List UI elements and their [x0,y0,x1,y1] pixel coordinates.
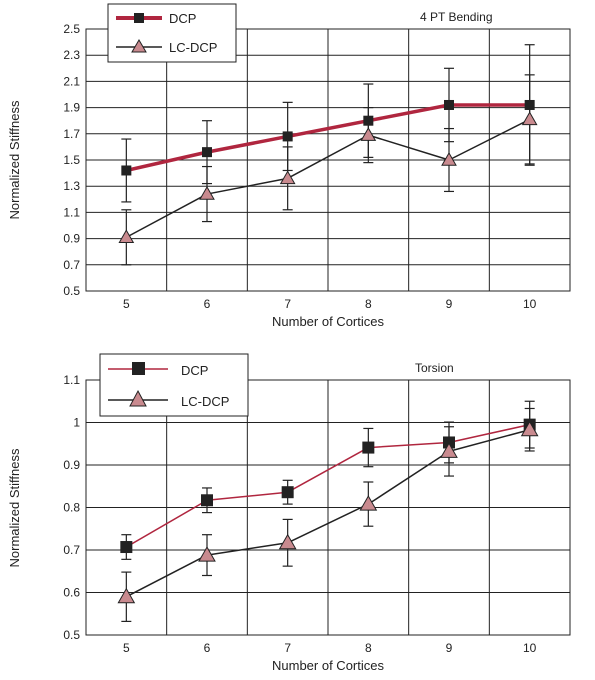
x-tick-label: 6 [204,641,211,655]
data-point-lcdcp [279,170,296,185]
legend-marker-square [132,362,145,375]
data-point-dcp [201,494,213,507]
legend-box [99,353,249,417]
y-tick-label: 1 [73,416,80,430]
x-tick-label: 5 [123,641,130,655]
x-tick-label: 8 [365,641,372,655]
x-tick-label: 9 [446,297,453,311]
data-point-lcdcp [440,442,458,458]
data-point-lcdcp [199,186,215,200]
y-tick-label: 0.8 [63,501,80,515]
y-tick-label: 1.9 [63,101,80,115]
data-point-dcp [120,541,133,554]
y-tick-label: 1.5 [63,153,80,167]
legend: DCP LC-DCP [107,3,237,63]
y-axis-label: Normalized Stiffness [7,100,22,219]
y-tick-labels: 0.5 0.7 0.9 1.1 1.3 1.5 1.7 1.9 2.1 2.3 2.5 [63,22,80,298]
x-tick-label: 5 [123,297,130,311]
legend-marker-square [134,13,144,23]
y-tick-label: 1.3 [63,179,80,193]
legend-marker-triangle [131,39,147,53]
y-tick-label: 0.9 [63,458,80,472]
y-tick-label: 0.7 [63,543,80,557]
y-tick-label: 2.5 [63,22,80,36]
y-tick-label: 1.7 [63,127,80,141]
grid-lines [86,380,570,635]
x-tick-label: 8 [365,297,372,311]
x-tick-labels: 5 6 7 8 9 10 [123,641,537,655]
x-tick-labels: 5 6 7 8 9 10 [123,297,537,311]
bending-chart: 0.5 0.7 0.9 1.1 1.3 1.5 1.7 1.9 2.1 2.3 2.5 5 6 7 8 9 1… [7,3,571,329]
x-tick-label: 9 [446,641,453,655]
legend-box [107,3,237,63]
data-point-lcdcp [117,587,136,604]
data-point-lcdcp [441,151,457,166]
data-point-dcp [363,115,374,126]
data-point-lcdcp [278,533,297,550]
y-axis-label: Normalized Stiffness [7,448,22,567]
series-line-lcdcp [125,429,530,598]
torsion-chart: 0.5 0.6 0.7 0.8 0.9 1 1.1 5 6 7 8 9 10 Torsion Numb… [7,353,571,673]
x-tick-label: 7 [284,297,291,311]
legend-label-dcp: DCP [169,11,196,26]
data-point-dcp [524,99,535,110]
data-point-dcp [202,147,212,158]
chart-title: 4 PT Bending [420,10,493,24]
series-line-dcp [125,423,530,548]
legend-label-lcdcp: LC-DCP [169,40,217,55]
data-point-lcdcp [198,546,216,562]
data-point-lcdcp [520,420,539,437]
x-axis-label: Number of Cortices [272,658,384,673]
y-tick-label: 0.5 [63,628,80,642]
x-tick-label: 7 [284,641,291,655]
y-tick-label: 2.1 [63,74,80,88]
legend-marker-triangle [129,389,147,407]
legend-label-dcp: DCP [181,363,208,378]
data-point-dcp [281,486,294,499]
y-tick-label: 0.9 [63,232,80,246]
y-tick-labels: 0.5 0.6 0.7 0.8 0.9 1 1.1 [63,373,80,642]
y-tick-label: 1.1 [63,205,80,219]
x-axis-label: Number of Cortices [272,314,384,329]
y-tick-label: 0.5 [63,284,80,298]
data-point-lcdcp [521,111,538,126]
data-point-dcp [282,131,293,142]
x-tick-label: 10 [523,641,537,655]
series-line-lcdcp [125,118,531,238]
data-point-lcdcp [359,495,378,511]
series-line-dcp [125,103,530,173]
legend-label-lcdcp: LC-DCP [181,394,229,409]
data-point-dcp [121,165,132,176]
y-tick-label: 0.7 [63,258,80,272]
data-point-dcp [362,441,375,454]
data-point-dcp [444,99,454,110]
chart-title: Torsion [415,361,454,375]
x-tick-label: 10 [523,297,537,311]
series-layer [118,44,538,266]
legend: DCP LC-DCP [99,353,249,417]
y-tick-label: 0.6 [63,586,80,600]
y-tick-label: 1.1 [63,373,80,387]
y-tick-label: 2.3 [63,48,80,62]
x-tick-label: 6 [204,297,211,311]
data-point-lcdcp [360,127,377,141]
series-layer [117,400,539,623]
data-point-lcdcp [118,229,135,244]
